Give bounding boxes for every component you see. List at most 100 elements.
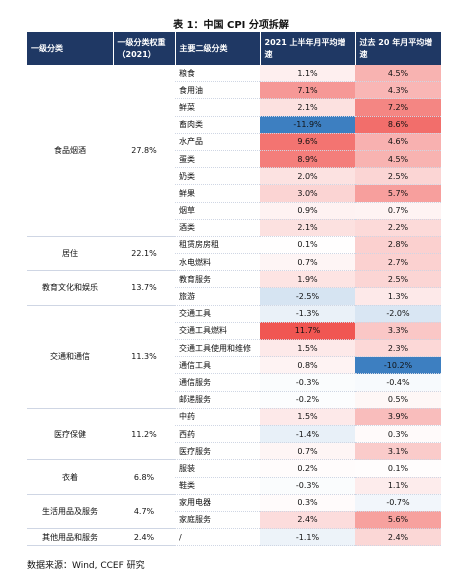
primary-category: 医疗保健 [27,408,113,461]
sub-category: 奶类 [175,167,260,186]
growth-20y: 2.7% [355,253,441,272]
sub-category: 畜肉类 [175,116,260,134]
growth-20y: 3.9% [355,408,441,426]
growth-20y: 2.3% [355,339,441,358]
category-weight: 2.4% [113,528,175,547]
table-row: 教育文化和娱乐 13.7% 教育服务 1.9% 2.5% [27,270,441,306]
table-row: 家庭服务 2.4% 5.6% [27,511,441,530]
growth-20y: 2.8% [355,236,441,255]
sub-category: 家庭服务 [175,511,260,530]
table-row: 烟草 0.9% 0.7% [27,202,441,220]
growth-2021h1: 0.1% [260,236,355,255]
sub-category: 交通工具使用和维修 [175,339,260,358]
sub-category: 水电燃料 [175,253,260,272]
primary-category: 教育文化和娱乐 [27,270,113,306]
growth-20y: 4.5% [355,150,441,169]
table-row: 食用油 7.1% 4.3% [27,81,441,100]
header-cell: 主要二级分类 [175,32,261,65]
growth-2021h1: 1.5% [260,408,355,426]
primary-category: 其他用品和服务 [27,528,113,547]
growth-2021h1: 9.6% [260,133,355,151]
table-row: 生活用品及服务 4.7% 家用电器 0.3% -0.7% [27,494,441,530]
table-row: 酒类 2.1% 2.2% [27,219,441,237]
sub-category: 鲜菜 [175,98,260,117]
growth-2021h1: 2.1% [260,98,355,117]
growth-2021h1: 8.9% [260,150,355,169]
table-row: 居住 22.1% 租赁房房租 0.1% 2.8% [27,236,441,272]
growth-20y: -2.0% [355,305,441,323]
sub-category: 医疗服务 [175,442,260,461]
growth-2021h1: -1.1% [260,528,355,547]
growth-2021h1: 1.1% [260,65,355,83]
category-weight: 11.2% [113,408,175,461]
growth-2021h1: 0.8% [260,356,355,375]
category-weight: 27.8% [113,65,175,237]
primary-category: 衣着 [27,459,113,495]
primary-category: 交通和通信 [27,305,113,409]
growth-2021h1: -11.9% [260,116,355,134]
table-row: 鲜菜 2.1% 7.2% [27,98,441,117]
growth-20y: 0.5% [355,391,441,409]
table-row: 衣着 6.8% 服装 0.2% 0.1% [27,459,441,495]
sub-category: 教育服务 [175,270,260,289]
table-row: 水电燃料 0.7% 2.7% [27,253,441,272]
table-row: 食品烟酒 27.8% 粮食 1.1% 4.5% [27,65,441,237]
growth-20y: 2.5% [355,167,441,186]
header-cell: 一级分类权重（2021） [113,32,176,65]
sub-category: 中药 [175,408,260,426]
growth-20y: 2.4% [355,528,441,547]
table-row: 鞋类 -0.3% 1.1% [27,477,441,495]
table-row: 通信服务 -0.3% -0.4% [27,373,441,392]
table-row: 交通工具使用和维修 1.5% 2.3% [27,339,441,358]
growth-2021h1: -0.3% [260,477,355,495]
sub-category: 旅游 [175,287,260,306]
table-row: 交通和通信 11.3% 交通工具 -1.3% -2.0% [27,305,441,409]
source-note: 数据来源：Wind, CCEF 研究 [27,561,145,571]
table-row: 蛋类 8.9% 4.5% [27,150,441,169]
sub-category: 酒类 [175,219,260,237]
growth-20y: 3.1% [355,442,441,461]
sub-category: 家用电器 [175,494,260,512]
growth-2021h1: 1.9% [260,270,355,289]
category-weight: 4.7% [113,494,175,530]
growth-20y: 5.7% [355,184,441,203]
table-row: 畜肉类 -11.9% 8.6% [27,116,441,134]
growth-20y: 8.6% [355,116,441,134]
table-row: 交通工具燃料 11.7% 3.3% [27,322,441,341]
growth-20y: 4.3% [355,81,441,100]
primary-category: 食品烟酒 [27,65,113,237]
growth-20y: 7.2% [355,98,441,117]
sub-category: 通信服务 [175,373,260,392]
table-row: 奶类 2.0% 2.5% [27,167,441,186]
growth-20y: 2.2% [355,219,441,237]
table-row: 水产品 9.6% 4.6% [27,133,441,151]
sub-category: 鲜果 [175,184,260,203]
sub-category: 西药 [175,425,260,444]
category-weight: 22.1% [113,236,175,272]
growth-20y: 1.3% [355,287,441,306]
sub-category: 烟草 [175,202,260,220]
table-row: 西药 -1.4% 0.3% [27,425,441,444]
table-row: 鲜果 3.0% 5.7% [27,184,441,203]
table-row: 其他用品和服务 2.4% / -1.1% 2.4% [27,528,441,547]
growth-20y: 0.1% [355,459,441,478]
growth-2021h1: -0.3% [260,373,355,392]
growth-2021h1: 1.5% [260,339,355,358]
growth-20y: 4.5% [355,65,441,83]
category-weight: 13.7% [113,270,175,306]
growth-2021h1: -1.4% [260,425,355,444]
category-weight: 11.3% [113,305,175,409]
growth-2021h1: -2.5% [260,287,355,306]
sub-category: 租赁房房租 [175,236,260,255]
growth-2021h1: 0.9% [260,202,355,220]
sub-category: 食用油 [175,81,260,100]
primary-category: 生活用品及服务 [27,494,113,530]
sub-category: 通信工具 [175,356,260,375]
table-row: 旅游 -2.5% 1.3% [27,287,441,306]
table-row: 医疗保健 11.2% 中药 1.5% 3.9% [27,408,441,461]
growth-2021h1: 0.3% [260,494,355,512]
cpi-table: 一级分类 一级分类权重（2021） 主要二级分类 2021 上半年月平均增速 过去 20… [27,32,442,547]
growth-20y: 0.7% [355,202,441,220]
header-cell: 一级分类 [27,32,114,65]
